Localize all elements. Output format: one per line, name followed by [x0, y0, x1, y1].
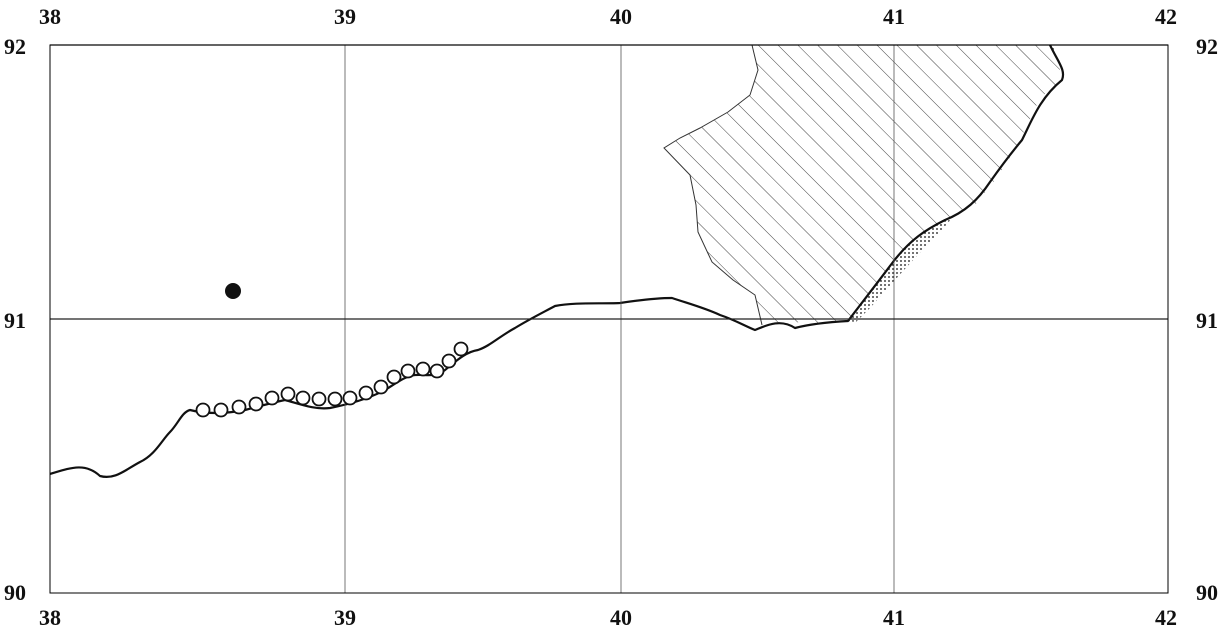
open-circle-marker: [358, 385, 374, 401]
stippled-strip: [848, 218, 952, 322]
x-tick-bottom-41: 41: [883, 605, 905, 630]
y-tick-right-92: 92: [1196, 34, 1218, 59]
open-circle-marker: [415, 361, 431, 377]
x-tick-top-39: 39: [334, 4, 356, 29]
y-tick-right-91: 91: [1196, 308, 1218, 333]
x-tick-bottom-39: 39: [334, 605, 356, 630]
open-circle-markers: [195, 341, 469, 418]
open-circle-marker: [231, 399, 247, 415]
open-circle-marker: [373, 379, 389, 395]
x-tick-top-38: 38: [39, 4, 61, 29]
hatched-region: [664, 45, 1062, 325]
x-tick-top-42: 42: [1155, 4, 1177, 29]
open-circle-marker: [280, 386, 296, 402]
y-tick-right-90: 90: [1196, 580, 1218, 605]
open-circle-marker: [195, 402, 211, 418]
open-circle-marker: [429, 363, 445, 379]
open-circle-marker: [264, 390, 280, 406]
open-circle-marker: [342, 390, 358, 406]
open-circle-marker: [386, 369, 402, 385]
x-tick-bottom-40: 40: [610, 605, 632, 630]
x-tick-bottom-42: 42: [1155, 605, 1177, 630]
x-tick-top-41: 41: [883, 4, 905, 29]
open-circle-marker: [248, 396, 264, 412]
open-circle-marker: [400, 363, 416, 379]
open-circle-marker: [295, 390, 311, 406]
open-circle-marker: [213, 402, 229, 418]
hatched-region-border: [663, 45, 763, 326]
open-circle-marker: [311, 391, 327, 407]
open-circle-marker: [327, 391, 343, 407]
y-tick-left-90: 90: [4, 580, 26, 605]
y-tick-left-92: 92: [4, 34, 26, 59]
filled-circle-marker: [225, 283, 241, 299]
x-tick-top-40: 40: [610, 4, 632, 29]
y-tick-left-91: 91: [4, 308, 26, 333]
open-circle-marker: [453, 341, 469, 357]
x-tick-bottom-38: 38: [39, 605, 61, 630]
map-frame: [49, 44, 1169, 594]
open-circle-marker: [441, 353, 457, 369]
